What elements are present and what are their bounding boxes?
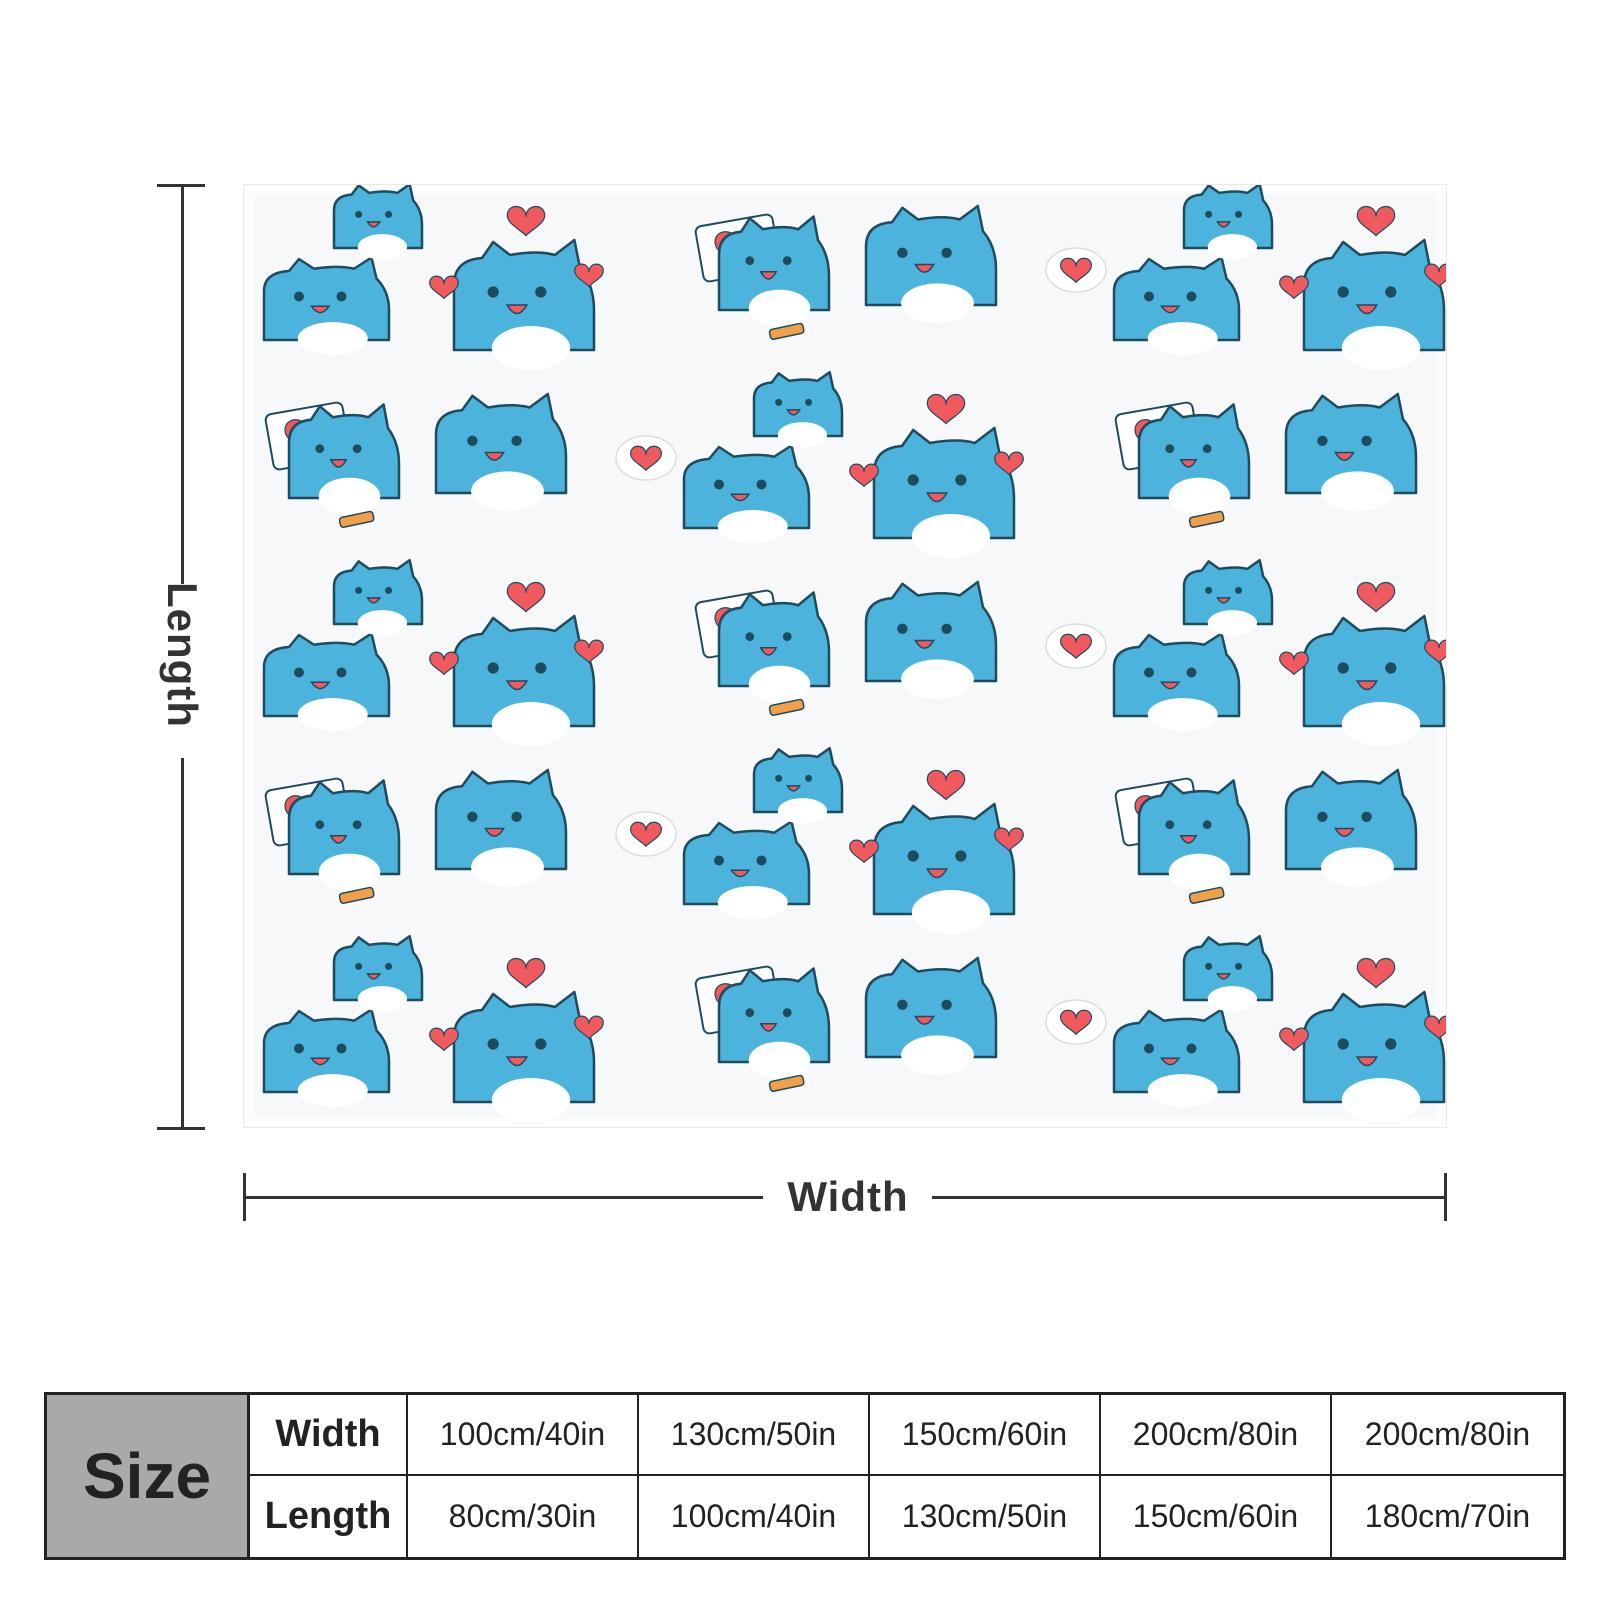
cat-figure	[262, 632, 391, 731]
pattern-tile	[1112, 934, 1446, 1122]
cat-figure	[872, 802, 1016, 934]
cat-figure	[682, 820, 811, 919]
size-row-label-length: Length	[250, 1476, 408, 1557]
size-grid: Width 100cm/40in 130cm/50in 150cm/60in 2…	[250, 1395, 1563, 1557]
cat-figure	[1182, 558, 1274, 636]
size-cell: 200cm/80in	[1101, 1395, 1332, 1476]
pattern-tile	[264, 392, 677, 528]
cat-figure	[864, 956, 998, 1075]
cat-figure	[452, 238, 596, 370]
pattern-tile	[262, 185, 1107, 370]
pattern-tile	[1112, 185, 1446, 370]
cat-figure	[864, 580, 998, 699]
size-cell: 130cm/50in	[870, 1476, 1101, 1557]
cat-figure	[1182, 185, 1274, 260]
width-right-cap	[1444, 1173, 1447, 1221]
cat-figure	[287, 779, 401, 891]
width-label: Width	[787, 1173, 909, 1220]
cat-figure	[1112, 632, 1241, 731]
width-line-right	[932, 1196, 1447, 1199]
width-line-left	[243, 1196, 763, 1199]
cat-figure	[332, 934, 424, 1012]
pattern-tile	[262, 558, 1107, 746]
cat-figure	[872, 426, 1016, 558]
length-label: Length	[159, 582, 206, 728]
capoo-pattern	[262, 185, 1446, 1122]
cat-figure	[717, 967, 831, 1079]
cat-figure	[262, 256, 391, 355]
cat-figure	[1182, 934, 1274, 1012]
cat-figure	[752, 370, 844, 448]
cat-figure	[1302, 990, 1446, 1122]
cat-figure	[452, 990, 596, 1122]
size-cell: 100cm/40in	[408, 1395, 639, 1476]
cat-figure	[1112, 256, 1241, 355]
cat-figure	[1284, 768, 1418, 887]
cat-figure	[1112, 1008, 1241, 1107]
blanket-pattern-image	[243, 184, 1447, 1128]
size-cell: 80cm/30in	[408, 1476, 639, 1557]
size-row-label-width: Width	[250, 1395, 408, 1476]
cat-figure	[717, 215, 831, 327]
cat-figure	[332, 558, 424, 636]
length-line-top	[181, 184, 184, 584]
pattern-tile	[1112, 558, 1446, 746]
pattern-tile	[262, 934, 1107, 1122]
cat-figure	[1302, 238, 1446, 370]
pattern-tile	[682, 370, 1418, 558]
cat-figure	[287, 403, 401, 515]
length-line-bottom	[181, 758, 184, 1128]
size-cell: 150cm/60in	[1101, 1476, 1332, 1557]
cat-figure	[717, 591, 831, 703]
cat-figure	[1137, 403, 1251, 515]
cat-figure	[864, 204, 998, 323]
cat-figure	[1302, 614, 1446, 746]
cat-figure	[452, 614, 596, 746]
pattern-tile	[682, 746, 1418, 934]
cat-figure	[682, 444, 811, 543]
cat-figure	[1137, 779, 1251, 891]
size-table-title: Size	[47, 1395, 250, 1557]
size-cell: 150cm/60in	[870, 1395, 1101, 1476]
cat-figure	[262, 1008, 391, 1107]
size-table: Size Width 100cm/40in 130cm/50in 150cm/6…	[44, 1392, 1566, 1560]
size-cell: 130cm/50in	[639, 1395, 870, 1476]
cat-figure	[1284, 392, 1418, 511]
cat-figure	[434, 392, 568, 511]
cat-figure	[752, 746, 844, 824]
size-cell: 100cm/40in	[639, 1476, 870, 1557]
size-cell: 180cm/70in	[1364, 1498, 1531, 1534]
pattern-tile	[264, 768, 677, 904]
size-cell: 200cm/80in	[1332, 1395, 1563, 1476]
cat-figure	[434, 768, 568, 887]
length-bottom-cap	[157, 1127, 205, 1130]
cat-figure	[332, 185, 424, 260]
